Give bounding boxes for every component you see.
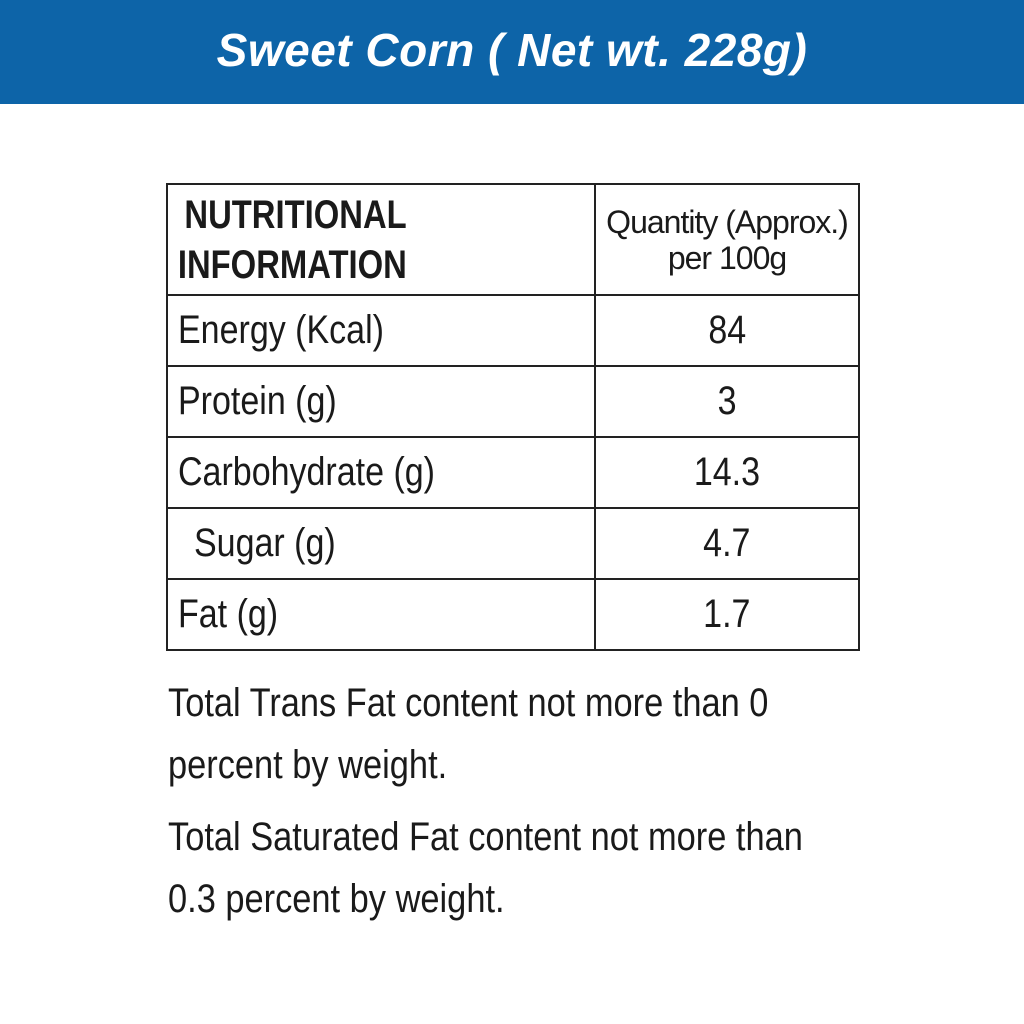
header-banner: Sweet Corn ( Net wt. 228g) xyxy=(0,0,1024,104)
saturated-fat-note: Total Saturated Fat content not more tha… xyxy=(168,815,803,921)
nutrient-value-cell: 84 xyxy=(594,294,860,367)
quantity-column-header: Quantity (Approx.) per 100g xyxy=(594,183,860,296)
table-row: Carbohydrate (g) 14.3 xyxy=(166,436,860,509)
fat-value: 1.7 xyxy=(703,592,751,636)
nutrient-name-cell: Protein (g) xyxy=(166,365,596,438)
nutrient-column-header: NUTRITIONAL INFORMATION xyxy=(166,183,596,296)
table-row: Energy (Kcal) 84 xyxy=(166,294,860,367)
nutrient-header-line-2: INFORMATION xyxy=(177,242,407,287)
nutrient-header-line-1: NUTRITIONAL xyxy=(184,192,407,237)
sugar-value: 4.7 xyxy=(703,521,751,565)
energy-value: 84 xyxy=(708,308,746,352)
carbohydrate-value: 14.3 xyxy=(693,450,761,494)
protein-label: Protein (g) xyxy=(178,379,337,423)
nutrient-name-cell: Sugar (g) xyxy=(166,507,596,580)
protein-value: 3 xyxy=(717,379,737,423)
trans-fat-note: Total Trans Fat content not more than 0 … xyxy=(168,681,769,787)
carbohydrate-label: Carbohydrate (g) xyxy=(178,450,436,494)
fat-label: Fat (g) xyxy=(178,592,279,636)
quantity-header-line-2: per 100g xyxy=(667,239,787,276)
sugar-label: Sugar (g) xyxy=(194,521,336,565)
nutrient-value-cell: 14.3 xyxy=(594,436,860,509)
nutrient-value-cell: 1.7 xyxy=(594,578,860,651)
table-row: Sugar (g) 4.7 xyxy=(166,507,860,580)
quantity-header-line-1: Quantity (Approx.) xyxy=(606,203,849,240)
nutrient-name-cell: Carbohydrate (g) xyxy=(166,436,596,509)
table-row: Fat (g) 1.7 xyxy=(166,578,860,651)
energy-label: Energy (Kcal) xyxy=(178,308,384,352)
nutrient-name-cell: Fat (g) xyxy=(166,578,596,651)
table-row: Protein (g) 3 xyxy=(166,365,860,438)
nutrient-value-cell: 3 xyxy=(594,365,860,438)
table-header-row: NUTRITIONAL INFORMATION Quantity (Approx… xyxy=(166,183,860,296)
nutrient-name-cell: Energy (Kcal) xyxy=(166,294,596,367)
product-title: Sweet Corn ( Net wt. 228g) xyxy=(216,24,808,76)
nutrition-table: NUTRITIONAL INFORMATION Quantity (Approx… xyxy=(166,183,860,651)
nutrient-value-cell: 4.7 xyxy=(594,507,860,580)
